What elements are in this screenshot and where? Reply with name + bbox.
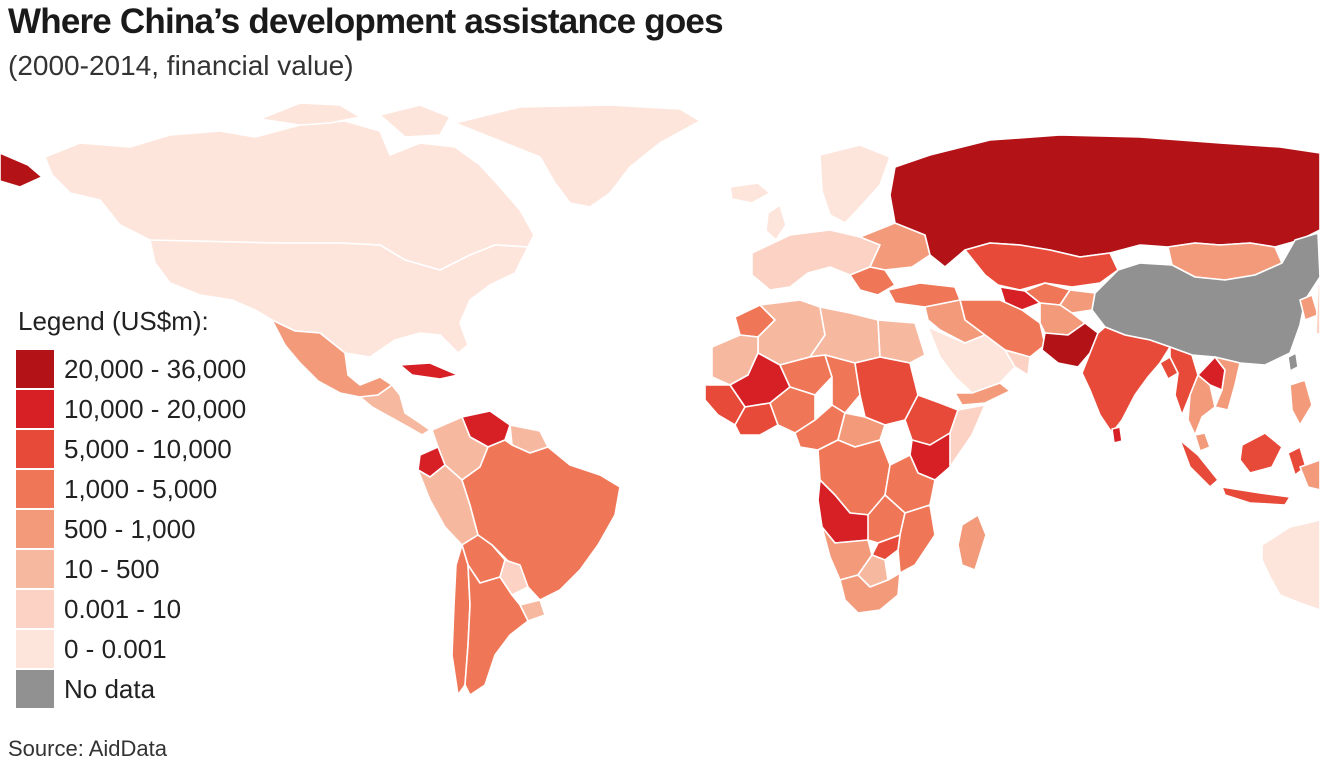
source-note: Source: AidData [8,736,167,761]
legend-swatch [16,550,54,588]
region-egypt [877,319,926,364]
legend-label: No data [64,673,156,704]
region-brazil [461,439,621,601]
region-taiwan [1287,352,1299,372]
legend-item: 5,000 - 10,000 [16,429,246,469]
region-kazakhstan [964,242,1119,291]
region-png [1299,459,1320,491]
region-madagascar [957,514,987,571]
region-usa [149,239,529,358]
region-korea [1299,294,1319,321]
region-oman [1004,349,1031,376]
region-russia-chukotka [0,152,43,188]
region-iceland [729,182,771,204]
region-canada-arctic-2 [379,104,451,138]
region-balkans [849,266,896,296]
region-greenland [454,104,701,208]
region-zimbabwe [871,534,901,561]
region-indonesia-borneo [1239,432,1283,474]
legend-swatch [16,470,54,508]
region-australia [1261,519,1320,611]
legend-item: 1,000 - 5,000 [16,469,246,509]
region-indonesia-java [1221,486,1291,506]
map-title: Where China’s development assistance goe… [8,2,724,41]
legend-label: 20,000 - 36,000 [64,353,247,384]
legend-item: 0 - 0.001 [16,629,246,669]
region-yemen [954,382,1011,406]
legend-label: 0 - 0.001 [64,633,167,664]
region-argentina [464,564,529,696]
legend-label: 5,000 - 10,000 [64,433,232,464]
region-japan [1315,282,1320,336]
legend-label: 10 - 500 [64,553,160,584]
region-indonesia-sumatra [1179,439,1219,488]
region-philippines [1289,379,1313,426]
region-india [1081,326,1171,434]
map-legend: Legend (US$m): 20,000 - 36,000 10,000 - … [16,306,246,709]
legend-label: 1,000 - 5,000 [64,473,218,504]
legend-label: 10,000 - 20,000 [64,393,247,424]
legend-swatch [16,510,54,548]
legend-item: 10 - 500 [16,549,246,589]
legend-title: Legend (US$m): [18,306,209,336]
region-sri-lanka [1111,426,1123,444]
region-south-africa [839,572,901,614]
region-canada-arctic [259,102,361,126]
region-saudi-arabia [927,326,1016,394]
legend-swatch [16,430,54,468]
map-subtitle: (2000-2014, financial value) [8,50,354,81]
legend-swatch [16,350,54,388]
region-malaysia [1194,432,1211,452]
region-vietnam [1214,356,1241,411]
legend-item: 0.001 - 10 [16,589,246,629]
region-myanmar [1169,346,1199,416]
legend-item: 10,000 - 20,000 [16,389,246,429]
legend-swatch [16,390,54,428]
region-central-america [359,384,431,436]
legend-label: 500 - 1,000 [64,513,196,544]
region-cuba [399,362,459,380]
legend-swatch [16,630,54,668]
legend-item: 500 - 1,000 [16,509,246,549]
legend-item: No data [16,669,246,709]
legend-swatch [16,670,54,708]
legend-item: 20,000 - 36,000 [16,349,246,389]
legend-label: 0.001 - 10 [64,593,182,624]
legend-swatch [16,590,54,628]
region-scandinavia [819,144,891,224]
region-uk [765,204,787,241]
world-choropleth-map [0,102,1320,696]
